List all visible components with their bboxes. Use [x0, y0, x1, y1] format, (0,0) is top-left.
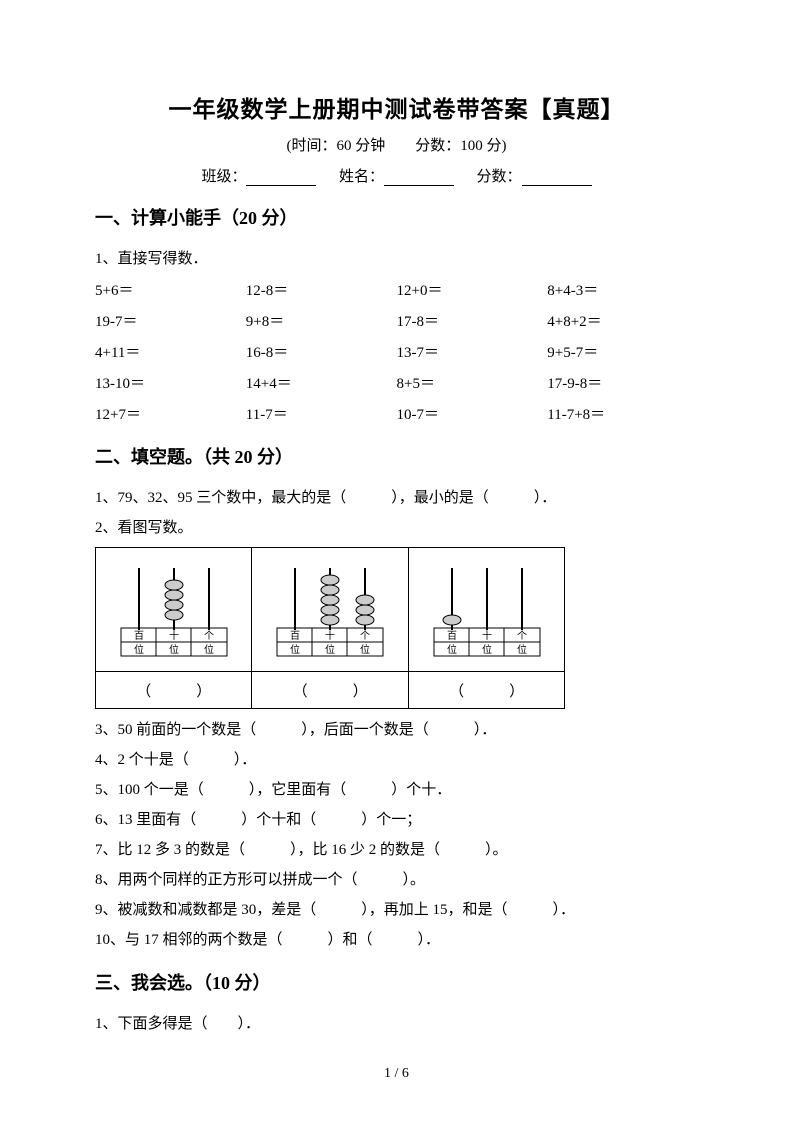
svg-text:十: 十 [325, 629, 335, 642]
calc-cell: 5+6＝ [95, 274, 246, 305]
section-3-head: 三、我会选。（10 分） [95, 969, 698, 995]
svg-text:个: 个 [360, 630, 370, 642]
calc-cell: 10-7＝ [397, 398, 548, 429]
score-blank[interactable] [522, 169, 592, 186]
section-2-q8: 8、用两个同样的正方形可以拼成一个（ ）。 [95, 865, 698, 895]
calc-cell: 16-8＝ [246, 336, 397, 367]
calc-cell: 17-8＝ [397, 305, 548, 336]
svg-text:位: 位 [169, 643, 179, 656]
abacus-icon: 百 十 个 位 位 位 [422, 560, 552, 660]
svg-text:位: 位 [290, 643, 300, 656]
calc-cell: 17-9-8＝ [547, 367, 698, 398]
page-subtitle: (时间：60 分钟 分数：100 分) [95, 134, 698, 155]
svg-text:位: 位 [360, 643, 370, 656]
calc-cell: 9+5-7＝ [547, 336, 698, 367]
abacus-table: 百 十 个 位 位 位 [95, 547, 565, 709]
svg-text:位: 位 [325, 643, 335, 656]
calc-cell: 12+7＝ [95, 398, 246, 429]
abacus-icon: 百 十 个 位 位 位 [265, 560, 395, 660]
svg-text:位: 位 [482, 643, 492, 656]
svg-text:位: 位 [447, 643, 457, 656]
name-blank[interactable] [384, 169, 454, 186]
section-1-head: 一、计算小能手（20 分） [95, 204, 698, 230]
score-label: 分数： [477, 169, 522, 185]
svg-text:百: 百 [447, 630, 457, 642]
section-2-q2: 2、看图写数。 [95, 513, 698, 543]
calc-cell: 9+8＝ [246, 305, 397, 336]
svg-text:个: 个 [204, 630, 214, 642]
calc-cell: 12-8＝ [246, 274, 397, 305]
svg-text:个: 个 [517, 630, 527, 642]
info-line: 班级： 姓名： 分数： [95, 165, 698, 186]
calc-cell: 13-10＝ [95, 367, 246, 398]
calc-cell: 12+0＝ [397, 274, 548, 305]
svg-text:位: 位 [204, 643, 214, 656]
page: 一年级数学上册期中测试卷带答案【真题】 (时间：60 分钟 分数：100 分) … [0, 0, 793, 1122]
abacus-icon: 百 十 个 位 位 位 [109, 560, 239, 660]
abacus-cell-3: 百 十 个 位 位 位 [408, 548, 564, 672]
abacus-answer: （ ） [96, 672, 252, 709]
svg-text:位: 位 [517, 643, 527, 656]
abacus-cell-2: 百 十 个 位 位 位 [252, 548, 408, 672]
abacus-answer: （ ） [252, 672, 408, 709]
table-row: 13-10＝ 14+4＝ 8+5＝ 17-9-8＝ [95, 367, 698, 398]
calc-cell: 4+11＝ [95, 336, 246, 367]
calc-cell: 13-7＝ [397, 336, 548, 367]
class-label: 班级： [201, 169, 246, 185]
name-label: 姓名： [339, 169, 384, 185]
calc-cell: 4+8+2＝ [547, 305, 698, 336]
calc-cell: 14+4＝ [246, 367, 397, 398]
section-2-q3: 3、50 前面的一个数是（ ），后面一个数是（ ）． [95, 715, 698, 745]
section-2-q4: 4、2 个十是（ ）． [95, 745, 698, 775]
calc-cell: 11-7＝ [246, 398, 397, 429]
section-2-q10: 10、与 17 相邻的两个数是（ ）和（ ）． [95, 925, 698, 955]
svg-text:位: 位 [134, 643, 144, 656]
abacus-answer: （ ） [408, 672, 564, 709]
calc-table: 5+6＝ 12-8＝ 12+0＝ 8+4-3＝ 19-7＝ 9+8＝ 17-8＝… [95, 274, 698, 429]
section-2-q7: 7、比 12 多 3 的数是（ ），比 16 少 2 的数是（ ）。 [95, 835, 698, 865]
section-3-q1: 1、下面多得是（ ）． [95, 1009, 698, 1039]
section-2-q6: 6、13 里面有（ ）个十和（ ）个一； [95, 805, 698, 835]
section-2-head: 二、填空题。（共 20 分） [95, 443, 698, 469]
section-1-q1: 1、直接写得数． [95, 244, 698, 274]
section-2-q1: 1、79、32、95 三个数中，最大的是（ ），最小的是（ ）． [95, 483, 698, 513]
table-row: 4+11＝ 16-8＝ 13-7＝ 9+5-7＝ [95, 336, 698, 367]
table-row: 5+6＝ 12-8＝ 12+0＝ 8+4-3＝ [95, 274, 698, 305]
calc-cell: 11-7+8＝ [547, 398, 698, 429]
page-footer: 1 / 6 [0, 1066, 793, 1082]
section-2-q9: 9、被减数和减数都是 30，差是（ ），再加上 15，和是（ ）． [95, 895, 698, 925]
calc-cell: 19-7＝ [95, 305, 246, 336]
svg-text:百: 百 [290, 630, 300, 642]
calc-cell: 8+5＝ [397, 367, 548, 398]
svg-text:十: 十 [482, 629, 492, 642]
svg-text:百: 百 [134, 630, 144, 642]
page-title: 一年级数学上册期中测试卷带答案【真题】 [95, 90, 698, 124]
section-2-q5: 5、100 个一是（ ），它里面有（ ）个十． [95, 775, 698, 805]
calc-cell: 8+4-3＝ [547, 274, 698, 305]
table-row: 12+7＝ 11-7＝ 10-7＝ 11-7+8＝ [95, 398, 698, 429]
abacus-cell-1: 百 十 个 位 位 位 [96, 548, 252, 672]
svg-text:十: 十 [169, 629, 179, 642]
class-blank[interactable] [246, 169, 316, 186]
table-row: 19-7＝ 9+8＝ 17-8＝ 4+8+2＝ [95, 305, 698, 336]
